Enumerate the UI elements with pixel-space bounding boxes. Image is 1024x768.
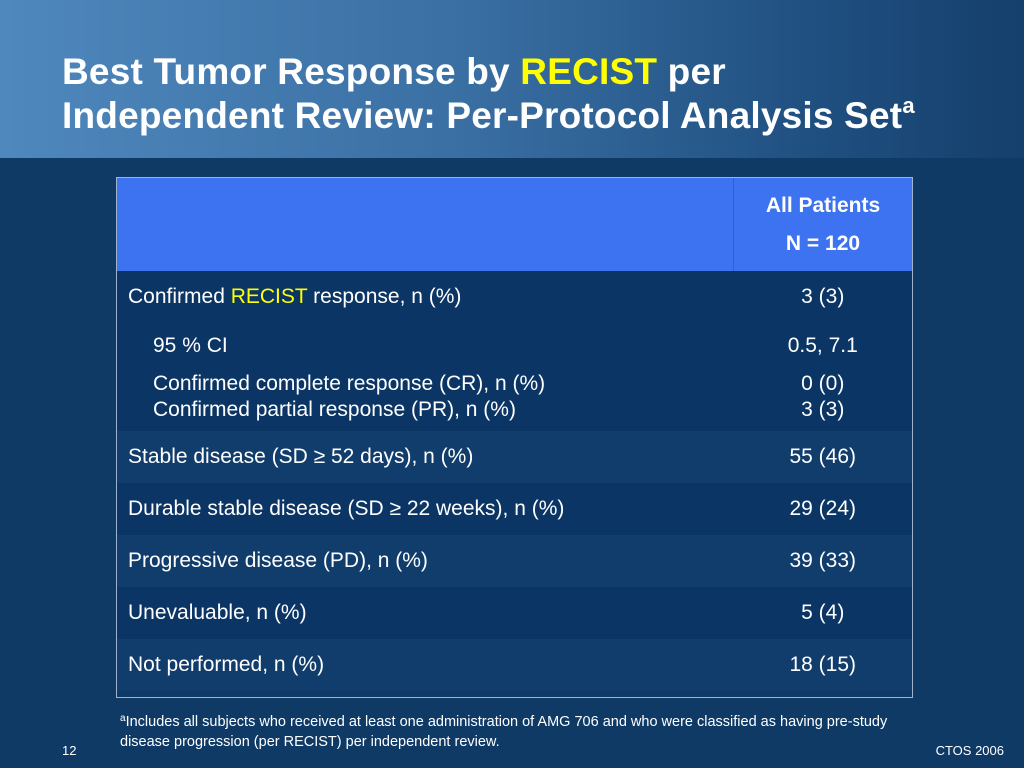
row-value: 18 (15) bbox=[733, 639, 912, 691]
title-line2: Independent Review: Per-Protocol Analysi… bbox=[62, 95, 903, 136]
response-table: All Patients N = 120 Confirmed RECIST re… bbox=[116, 177, 913, 698]
row-label: Stable disease (SD ≥ 52 days), n (%) bbox=[117, 431, 734, 483]
footnote-text: Includes all subjects who received at le… bbox=[120, 714, 888, 750]
sub-label-ci: 95 % CI bbox=[153, 334, 228, 357]
row-label: Confirmed RECIST response, n (%) bbox=[117, 271, 734, 323]
header-value-cell: All Patients N = 120 bbox=[733, 178, 912, 271]
row-label: Unevaluable, n (%) bbox=[117, 587, 734, 639]
subgroup-values: 0.5, 7.1 0 (0) 3 (3) bbox=[733, 323, 912, 431]
sub-value-ci: 0.5, 7.1 bbox=[787, 334, 858, 357]
row-value: 39 (33) bbox=[733, 535, 912, 587]
table-row: Durable stable disease (SD ≥ 22 weeks), … bbox=[117, 483, 912, 535]
footnote-marker: a bbox=[120, 713, 126, 724]
sub-value-pr: 3 (3) bbox=[801, 398, 845, 421]
row-label-recist: RECIST bbox=[230, 285, 308, 308]
table-row: Not performed, n (%) 18 (15) bbox=[117, 639, 912, 691]
sub-label-cr: Confirmed complete response (CR), n (%) bbox=[153, 372, 546, 395]
footnote: aIncludes all subjects who received at l… bbox=[120, 712, 910, 752]
row-value: 29 (24) bbox=[733, 483, 912, 535]
row-label: Durable stable disease (SD ≥ 22 weeks), … bbox=[117, 483, 734, 535]
table-row-confirmed: Confirmed RECIST response, n (%) 3 (3) bbox=[117, 271, 912, 323]
row-label: Progressive disease (PD), n (%) bbox=[117, 535, 734, 587]
table-header-row: All Patients N = 120 bbox=[117, 178, 912, 271]
table-row: Stable disease (SD ≥ 52 days), n (%) 55 … bbox=[117, 431, 912, 483]
slide-title: Best Tumor Response by RECIST per Indepe… bbox=[62, 50, 915, 138]
table-row-subgroup: 95 % CI Confirmed complete response (CR)… bbox=[117, 323, 912, 431]
row-label-prefix: Confirmed bbox=[128, 285, 231, 308]
conference-brand: CTOS 2006 bbox=[935, 743, 1004, 758]
page-number: 12 bbox=[62, 743, 77, 758]
row-value: 5 (4) bbox=[733, 587, 912, 639]
title-superscript: a bbox=[902, 93, 915, 118]
title-line1-part2: per bbox=[657, 51, 726, 92]
sub-label-pr: Confirmed partial response (PR), n (%) bbox=[153, 398, 516, 421]
header-n: N = 120 bbox=[785, 231, 861, 255]
table-row: Unevaluable, n (%) 5 (4) bbox=[117, 587, 912, 639]
title-recist-highlight: RECIST bbox=[520, 51, 658, 92]
title-line1-part1: Best Tumor Response by bbox=[62, 51, 521, 92]
row-label: Not performed, n (%) bbox=[117, 639, 734, 691]
table-row: Progressive disease (PD), n (%) 39 (33) bbox=[117, 535, 912, 587]
sub-value-cr: 0 (0) bbox=[801, 372, 845, 395]
header-label-cell bbox=[117, 178, 734, 271]
header-band bbox=[0, 0, 1024, 158]
row-value: 3 (3) bbox=[733, 271, 912, 323]
row-value: 55 (46) bbox=[733, 431, 912, 483]
subgroup-labels: 95 % CI Confirmed complete response (CR)… bbox=[117, 323, 734, 431]
header-all-patients: All Patients bbox=[765, 193, 881, 217]
row-label-suffix: response, n (%) bbox=[307, 285, 462, 308]
